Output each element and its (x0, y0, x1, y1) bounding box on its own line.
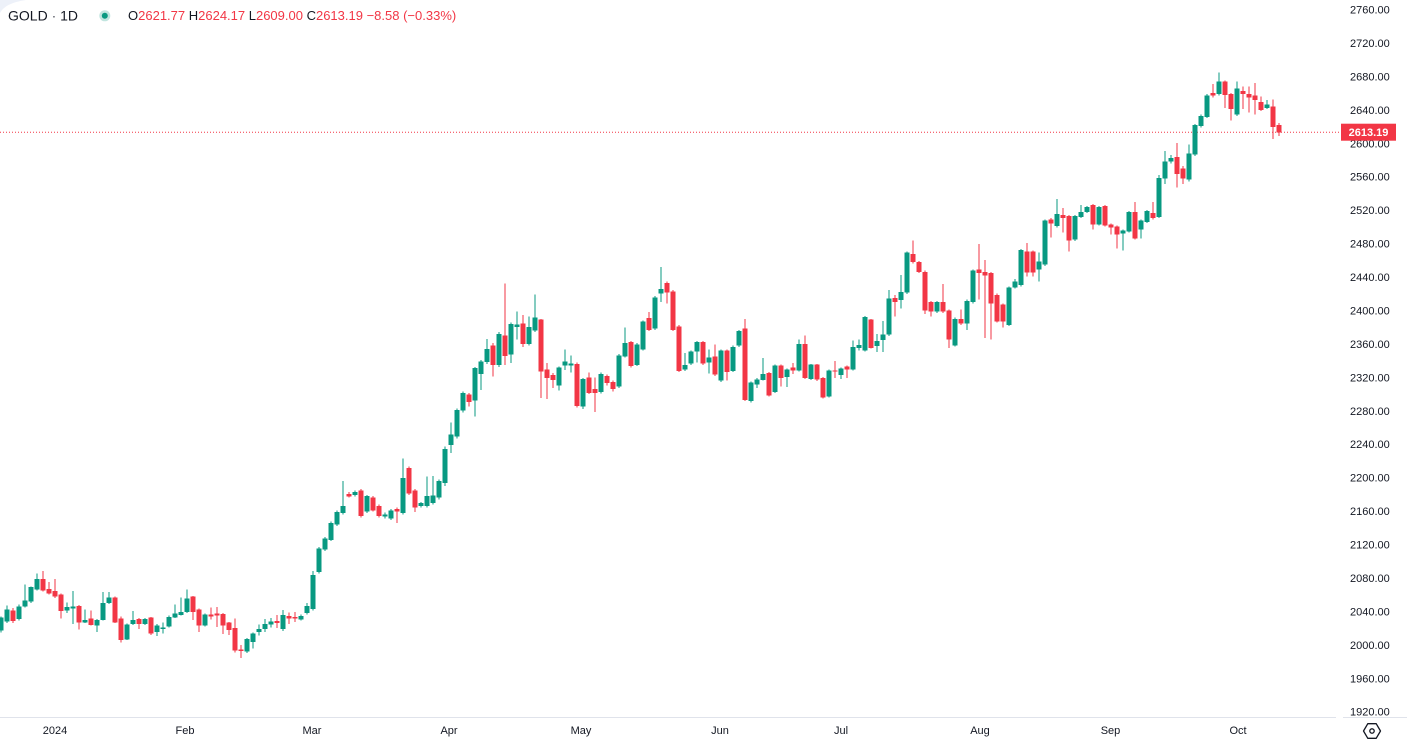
svg-text:2480.00: 2480.00 (1350, 239, 1390, 251)
svg-text:2000.00: 2000.00 (1350, 640, 1390, 652)
svg-text:Aug: Aug (970, 725, 990, 737)
svg-text:2600.00: 2600.00 (1350, 138, 1390, 150)
svg-text:2613.19: 2613.19 (1349, 127, 1389, 139)
svg-text:2400.00: 2400.00 (1350, 306, 1390, 318)
svg-text:2720.00: 2720.00 (1350, 38, 1390, 50)
svg-text:2520.00: 2520.00 (1350, 205, 1390, 217)
svg-text:Sep: Sep (1101, 725, 1121, 737)
svg-text:1920.00: 1920.00 (1350, 707, 1390, 719)
svg-text:2640.00: 2640.00 (1350, 105, 1390, 117)
svg-text:1960.00: 1960.00 (1350, 673, 1390, 685)
svg-text:2760.00: 2760.00 (1350, 5, 1390, 17)
svg-text:2560.00: 2560.00 (1350, 172, 1390, 184)
svg-text:O2621.77 H2624.17 L2609.00 C26: O2621.77 H2624.17 L2609.00 C2613.19 −8.5… (128, 8, 456, 23)
svg-text:Jun: Jun (711, 725, 729, 737)
svg-text:May: May (571, 725, 592, 737)
svg-text:2240.00: 2240.00 (1350, 439, 1390, 451)
svg-text:2200.00: 2200.00 (1350, 473, 1390, 485)
svg-text:2280.00: 2280.00 (1350, 406, 1390, 418)
svg-text:2680.00: 2680.00 (1350, 71, 1390, 83)
svg-text:2120.00: 2120.00 (1350, 540, 1390, 552)
svg-text:2160.00: 2160.00 (1350, 506, 1390, 518)
svg-text:2024: 2024 (43, 725, 67, 737)
svg-text:Apr: Apr (440, 725, 457, 737)
svg-text:2440.00: 2440.00 (1350, 272, 1390, 284)
svg-text:2080.00: 2080.00 (1350, 573, 1390, 585)
svg-text:GOLD · 1D: GOLD · 1D (8, 8, 78, 24)
svg-text:2040.00: 2040.00 (1350, 606, 1390, 618)
svg-text:Mar: Mar (303, 725, 322, 737)
svg-text:Oct: Oct (1229, 725, 1246, 737)
svg-text:Feb: Feb (176, 725, 195, 737)
svg-text:2320.00: 2320.00 (1350, 372, 1390, 384)
svg-text:2360.00: 2360.00 (1350, 339, 1390, 351)
svg-text:Jul: Jul (834, 725, 848, 737)
